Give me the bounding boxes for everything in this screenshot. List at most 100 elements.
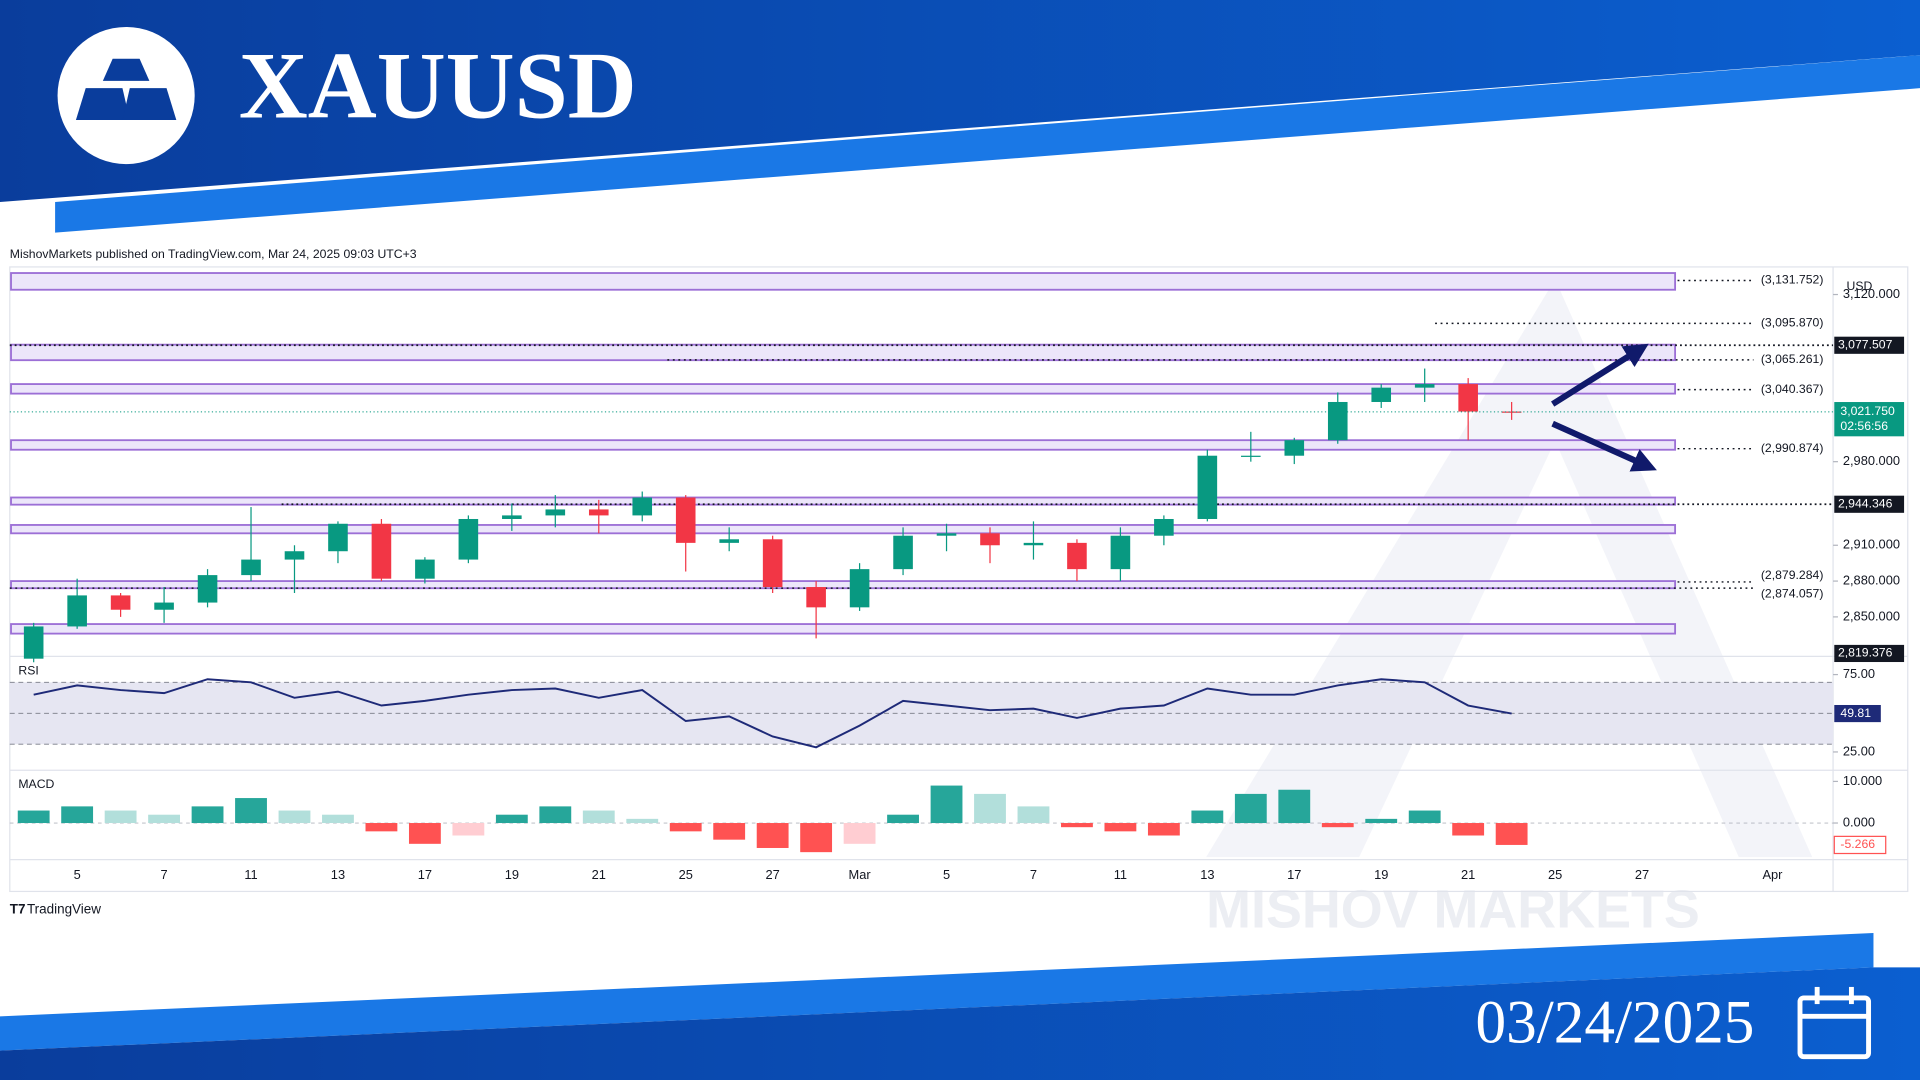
value-tag-label: -5.266	[1840, 837, 1875, 851]
candle-body	[284, 551, 305, 560]
level-label: (2,879.284)	[1761, 568, 1824, 582]
last-price-label: 3,021.750	[1840, 404, 1895, 418]
candle-body	[1023, 542, 1044, 546]
histogram-bar	[1017, 806, 1050, 824]
candle-body	[1110, 535, 1131, 570]
y-tick-label: 75.00	[1843, 666, 1875, 681]
plot: (3,131.752) (3,095.870) (3,065.261) (3,040.…	[9, 272, 1905, 882]
value-tag-label: 49.81	[1840, 706, 1871, 720]
price-tag-label: 2,944.346	[1838, 496, 1893, 510]
candle-body	[371, 523, 392, 579]
histogram-bar	[1278, 789, 1311, 824]
zone	[10, 439, 1677, 451]
y-tick-label: 2,910.000	[1843, 537, 1900, 552]
candle-body	[980, 533, 1000, 546]
candle-body	[893, 535, 913, 570]
histogram-bar	[191, 806, 224, 824]
price-tag	[1834, 644, 1905, 663]
histogram-bar	[1191, 810, 1224, 824]
calendar-icon	[1797, 986, 1872, 1060]
y-tick-label: 2,980.000	[1843, 453, 1900, 468]
histogram-bar	[235, 798, 267, 824]
price-tag	[1834, 495, 1905, 513]
logo-bar	[102, 58, 150, 81]
candle-body	[936, 533, 957, 536]
candle-body	[1154, 518, 1174, 536]
histogram-bar	[408, 823, 441, 844]
footer-stripe	[0, 933, 1874, 1051]
y-tick-label: 10.000	[1843, 773, 1882, 788]
x-tick-label: 27	[766, 867, 780, 882]
x-tick-label: 7	[1030, 867, 1037, 882]
x-tick-label: 11	[1114, 867, 1127, 882]
logo	[57, 26, 195, 165]
x-tick-label: 13	[331, 867, 345, 882]
x-tick-label: 25	[679, 867, 693, 882]
histogram-bar	[452, 823, 485, 836]
header-stripe	[55, 55, 1920, 233]
price-tag	[1834, 336, 1905, 354]
histogram-bar	[104, 810, 137, 824]
level-label: (3,065.261)	[1761, 352, 1824, 366]
x-tick-label: Apr	[1762, 867, 1783, 882]
panel-title: MACD	[18, 777, 54, 791]
rsi-line	[33, 678, 1512, 749]
histogram-bar	[1321, 823, 1354, 828]
candle-body	[110, 595, 131, 610]
histogram-bar	[1495, 823, 1528, 845]
currency: USD	[1847, 279, 1873, 293]
x-tick-label: 13	[1200, 867, 1214, 882]
histogram-bar	[669, 823, 702, 832]
candle-body	[849, 569, 870, 608]
histogram-bar	[843, 823, 876, 844]
x-tick-label: 19	[505, 867, 519, 882]
level-label: (3,040.367)	[1761, 382, 1824, 396]
y-tick-label: 25.00	[1843, 743, 1875, 758]
candle-body	[1414, 384, 1435, 388]
x-tick-label: Mar	[849, 867, 872, 882]
histogram-bar	[974, 793, 1006, 824]
level-label: (2,874.057)	[1761, 587, 1824, 601]
x-tick-label: 25	[1548, 867, 1562, 882]
candle-body	[632, 497, 653, 516]
histogram-bar	[1408, 810, 1441, 824]
candle-body	[719, 539, 739, 543]
histogram-bar	[1061, 823, 1093, 828]
histogram-bar	[1147, 823, 1180, 836]
histogram-bar	[322, 814, 354, 824]
arrow-up	[1551, 343, 1649, 407]
arrow-down	[1551, 420, 1657, 472]
candle-body	[806, 587, 826, 608]
candle-body	[458, 518, 479, 560]
zone	[10, 524, 1677, 535]
x-tick-label: 5	[943, 867, 950, 882]
histogram-bar	[1104, 823, 1137, 832]
attribution: MishovMarkets published on TradingView.c…	[10, 247, 417, 261]
histogram-bar	[1452, 823, 1485, 836]
header-band	[0, 0, 1920, 203]
watermark: MISHOV MARKETS	[1206, 880, 1700, 940]
x-tick-label: 19	[1374, 867, 1388, 882]
candle-body	[502, 515, 522, 519]
countdown: 02:56:56	[1840, 419, 1888, 433]
price-tag-label: 2,819.376	[1838, 646, 1893, 660]
zone	[10, 383, 1677, 395]
candle-body	[1501, 411, 1522, 413]
histogram-bar	[930, 785, 963, 824]
histogram-bar	[495, 814, 528, 824]
x-tick-label: 21	[592, 867, 606, 882]
histogram-bar	[539, 806, 572, 824]
zone	[10, 580, 1677, 590]
y-tick-label: 2,850.000	[1843, 608, 1900, 623]
y-tick-label: 3,120.000	[1843, 286, 1900, 301]
candle-body	[67, 595, 87, 627]
histogram-bar	[713, 823, 746, 840]
chart-frame	[9, 266, 1909, 893]
candle-body	[1067, 542, 1087, 570]
x-tick-label: 17	[418, 867, 432, 882]
price-tag-label: 3,077.507	[1838, 337, 1893, 351]
date: 03/24/2025	[1476, 989, 1755, 1057]
candle-body	[415, 559, 435, 579]
candle-body	[1327, 401, 1348, 441]
candle-body	[1371, 387, 1392, 402]
